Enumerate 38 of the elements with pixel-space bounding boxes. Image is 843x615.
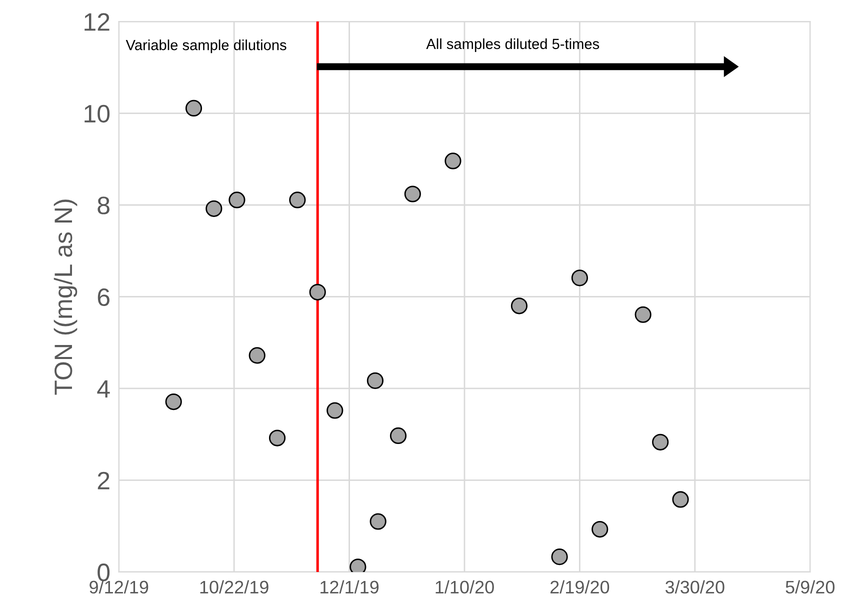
y-axis-title: TON ((mg/L as N): [54, 200, 78, 395]
x-tick-label: 3/30/20: [665, 580, 724, 594]
point: [551, 548, 568, 566]
point: [404, 186, 421, 202]
point: [571, 270, 588, 286]
point: [289, 192, 306, 208]
y-tick-label: 10: [84, 104, 110, 123]
point: [634, 306, 652, 323]
point: [228, 192, 246, 208]
y-tick-label: 2: [98, 472, 110, 490]
point: [326, 402, 344, 419]
point: [206, 200, 222, 217]
y-tick-label: 6: [98, 288, 110, 306]
point: [510, 298, 528, 314]
point: [165, 393, 182, 410]
point: [366, 372, 384, 389]
point: [592, 520, 608, 538]
point: [652, 434, 669, 450]
annotation: All samples diluted 5-times: [426, 38, 600, 52]
point: [268, 430, 286, 446]
x-tick-label: 9/12/19: [90, 580, 148, 594]
point: [248, 347, 266, 364]
point: [185, 100, 202, 117]
x-tick-label: 12/1/19: [320, 580, 379, 594]
point: [390, 427, 407, 444]
y-tick-label: 4: [97, 380, 110, 398]
x-tick-label: 5/9/20: [786, 580, 835, 594]
y-tick-label: 0: [98, 564, 110, 582]
point: [444, 152, 462, 170]
point: [309, 284, 326, 300]
x-tick-label: 2/19/20: [550, 580, 610, 594]
x-tick-label: 1/10/20: [436, 580, 494, 594]
x-tick-label: 10/22/19: [200, 580, 268, 594]
y-tick-label: 8: [98, 196, 110, 214]
point: [672, 491, 689, 508]
y-tick-label: 12: [84, 13, 110, 31]
annotation: Variable sample dilutions: [126, 39, 286, 54]
point: [370, 513, 386, 530]
